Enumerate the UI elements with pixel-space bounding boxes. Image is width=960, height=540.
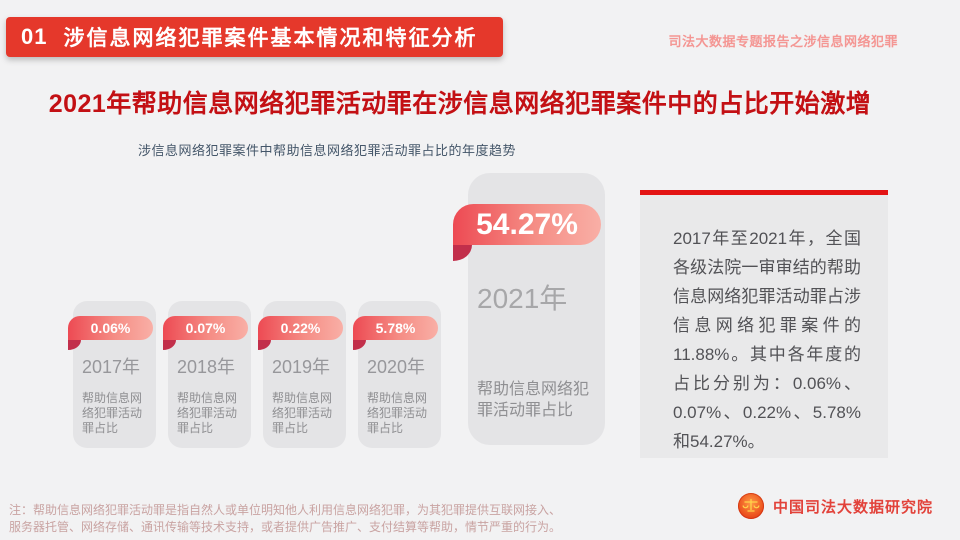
ribbon-fold	[258, 340, 271, 350]
value-ribbon: 0.22%	[258, 316, 343, 350]
section-header: 01 涉信息网络犯罪案件基本情况和特征分析	[6, 17, 503, 57]
year-card-2019: 0.22% 2019年 帮助信息网络犯罪活动罪占比	[258, 301, 346, 448]
series-caption: 帮助信息网络犯罪活动罪占比	[82, 391, 143, 435]
year-card-2020: 5.78% 2020年 帮助信息网络犯罪活动罪占比	[353, 301, 441, 448]
summary-text: 2017年至2021年，全国各级法院一审审结的帮助信息网络犯罪活动罪占涉信息网络…	[673, 229, 861, 451]
value-label: 54.27%	[476, 208, 578, 241]
value-ribbon: 5.78%	[353, 316, 438, 350]
value-label: 0.22%	[280, 320, 321, 336]
series-caption: 帮助信息网络犯罪活动罪占比	[367, 391, 428, 435]
court-emblem-icon	[738, 493, 764, 519]
value-label: 5.78%	[375, 320, 416, 336]
series-caption: 帮助信息网络犯罪活动罪占比	[272, 391, 333, 435]
ribbon-fold	[163, 340, 176, 350]
value-ribbon: 0.07%	[163, 316, 248, 350]
series-caption: 帮助信息网络犯罪活动罪占比	[177, 391, 238, 435]
summary-panel: 2017年至2021年，全国各级法院一审审结的帮助信息网络犯罪活动罪占涉信息网络…	[640, 190, 888, 458]
year-label: 2021年	[477, 283, 568, 314]
year-card-2021: 54.27% 2021年 帮助信息网络犯罪活动罪占比	[453, 173, 605, 445]
footnote: 注：帮助信息网络犯罪活动罪是指自然人或单位明知他人利用信息网络犯罪，为其犯罪提供…	[9, 503, 562, 534]
year-card-2018: 0.07% 2018年 帮助信息网络犯罪活动罪占比	[163, 301, 251, 448]
org-name: 中国司法大数据研究院	[773, 498, 934, 516]
value-ribbon: 54.27%	[453, 204, 601, 261]
series-caption: 帮助信息网络犯罪活动罪占比	[477, 381, 590, 419]
year-label: 2017年	[82, 357, 141, 377]
year-label: 2018年	[177, 357, 236, 377]
org-footer: 中国司法大数据研究院	[738, 493, 933, 519]
year-label: 2019年	[272, 357, 331, 377]
ribbon-fold	[453, 245, 472, 261]
ribbon-fold	[68, 340, 81, 350]
year-card-2017: 0.06% 2017年 帮助信息网络犯罪活动罪占比	[68, 301, 156, 448]
value-label: 0.06%	[90, 320, 131, 336]
panel-accent-bar	[640, 190, 888, 195]
section-number: 01	[21, 24, 48, 49]
report-series-label: 司法大数据专题报告之涉信息网络犯罪	[668, 34, 898, 49]
value-ribbon: 0.06%	[68, 316, 153, 350]
ribbon-fold	[353, 340, 366, 350]
chart-subtitle: 涉信息网络犯罪案件中帮助信息网络犯罪活动罪占比的年度趋势	[138, 143, 517, 158]
section-title: 涉信息网络犯罪案件基本情况和特征分析	[63, 27, 478, 50]
main-title: 2021年帮助信息网络犯罪活动罪在涉信息网络犯罪案件中的占比开始激增	[48, 90, 872, 118]
summary-panel-body: 2017年至2021年，全国各级法院一审审结的帮助信息网络犯罪活动罪占涉信息网络…	[640, 195, 888, 458]
value-label: 0.07%	[185, 320, 226, 336]
year-label: 2020年	[367, 357, 426, 377]
